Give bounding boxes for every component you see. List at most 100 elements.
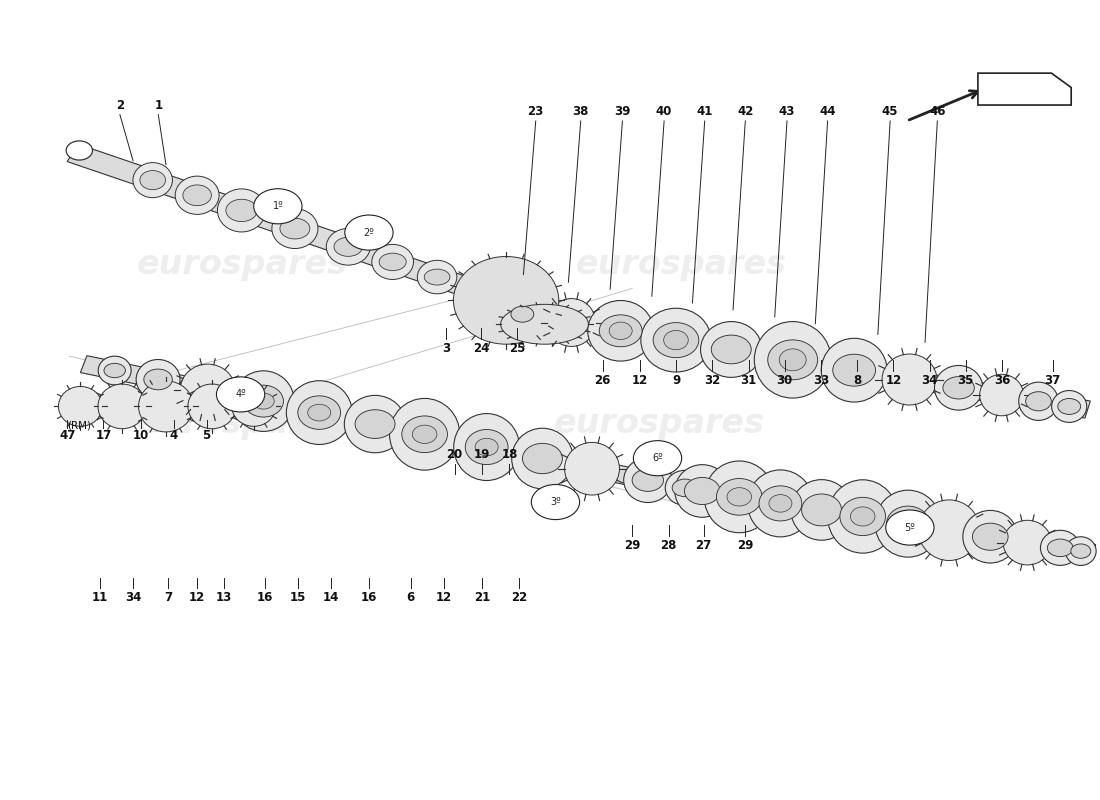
Ellipse shape [727, 488, 751, 506]
Text: 31: 31 [740, 374, 757, 386]
Ellipse shape [935, 366, 982, 410]
Ellipse shape [674, 465, 729, 518]
Text: eurospares: eurospares [576, 248, 788, 281]
Ellipse shape [188, 384, 236, 429]
Text: 42: 42 [737, 105, 754, 118]
Text: 21: 21 [474, 591, 491, 604]
Ellipse shape [1052, 390, 1087, 422]
Ellipse shape [233, 371, 294, 431]
Ellipse shape [372, 244, 414, 279]
Ellipse shape [769, 494, 792, 512]
Text: 37: 37 [1044, 374, 1060, 386]
Text: eurospares: eurospares [138, 407, 349, 441]
Ellipse shape [522, 443, 562, 474]
Text: 34: 34 [125, 591, 141, 604]
Ellipse shape [653, 322, 698, 358]
Text: 28: 28 [660, 538, 676, 551]
Text: 16: 16 [256, 591, 273, 604]
Ellipse shape [1003, 520, 1052, 565]
Polygon shape [679, 479, 1096, 562]
Text: 29: 29 [737, 538, 754, 551]
Ellipse shape [218, 189, 266, 232]
Ellipse shape [425, 269, 450, 285]
Ellipse shape [882, 354, 937, 405]
Text: 27: 27 [695, 538, 712, 551]
Ellipse shape [587, 301, 653, 361]
Circle shape [217, 377, 265, 412]
Ellipse shape [701, 322, 762, 378]
Ellipse shape [704, 461, 774, 533]
Text: 30: 30 [777, 374, 793, 386]
Ellipse shape [344, 395, 406, 453]
Text: 41: 41 [696, 105, 713, 118]
Ellipse shape [512, 428, 573, 489]
Text: 40: 40 [656, 105, 672, 118]
Ellipse shape [465, 430, 508, 465]
Ellipse shape [98, 356, 131, 385]
Ellipse shape [791, 480, 852, 540]
Polygon shape [978, 73, 1071, 105]
Ellipse shape [1066, 537, 1096, 566]
Ellipse shape [272, 209, 318, 249]
Ellipse shape [144, 369, 173, 390]
Ellipse shape [624, 458, 672, 502]
Text: 12: 12 [631, 374, 648, 386]
Circle shape [634, 441, 682, 476]
Ellipse shape [279, 218, 310, 239]
Ellipse shape [887, 506, 929, 541]
Text: 23: 23 [528, 105, 543, 118]
Text: 11: 11 [92, 591, 108, 604]
Text: 5º: 5º [904, 522, 915, 533]
Ellipse shape [850, 507, 875, 526]
Text: eurospares: eurospares [138, 248, 349, 281]
Text: 1: 1 [154, 98, 163, 111]
Text: 35: 35 [958, 374, 974, 386]
Ellipse shape [253, 393, 274, 409]
Ellipse shape [896, 515, 920, 533]
Ellipse shape [1058, 398, 1080, 414]
Text: 19: 19 [474, 448, 491, 461]
Ellipse shape [672, 479, 697, 497]
Ellipse shape [962, 510, 1018, 563]
Ellipse shape [308, 404, 331, 421]
Ellipse shape [755, 322, 832, 398]
Text: 2: 2 [116, 98, 124, 111]
Ellipse shape [827, 480, 898, 553]
Ellipse shape [1047, 539, 1072, 557]
Ellipse shape [802, 494, 842, 526]
Text: 29: 29 [624, 538, 640, 551]
Text: 7: 7 [164, 591, 173, 604]
Ellipse shape [453, 414, 519, 481]
Circle shape [531, 485, 580, 519]
Ellipse shape [104, 363, 125, 378]
Circle shape [66, 141, 92, 160]
Ellipse shape [548, 298, 595, 346]
Text: 8: 8 [854, 374, 861, 386]
Ellipse shape [453, 257, 559, 344]
Text: 12: 12 [188, 591, 205, 604]
Text: 26: 26 [594, 374, 610, 386]
Ellipse shape [458, 268, 506, 316]
Text: 15: 15 [289, 591, 306, 604]
Text: 6: 6 [407, 591, 415, 604]
Ellipse shape [748, 470, 813, 537]
Ellipse shape [840, 498, 886, 535]
Ellipse shape [779, 349, 806, 370]
Ellipse shape [876, 490, 940, 557]
Ellipse shape [226, 199, 257, 222]
Text: 20: 20 [447, 448, 463, 461]
Ellipse shape [389, 398, 460, 470]
Ellipse shape [183, 185, 211, 206]
Ellipse shape [768, 340, 817, 380]
Text: 46: 46 [930, 105, 946, 118]
Polygon shape [471, 298, 1090, 418]
Text: 24: 24 [473, 342, 490, 354]
Text: 9: 9 [672, 374, 680, 386]
Ellipse shape [980, 374, 1024, 416]
Ellipse shape [355, 410, 395, 438]
Ellipse shape [402, 416, 448, 453]
Text: 14: 14 [322, 591, 339, 604]
Ellipse shape [833, 354, 876, 386]
Ellipse shape [412, 425, 437, 443]
Ellipse shape [243, 385, 284, 417]
